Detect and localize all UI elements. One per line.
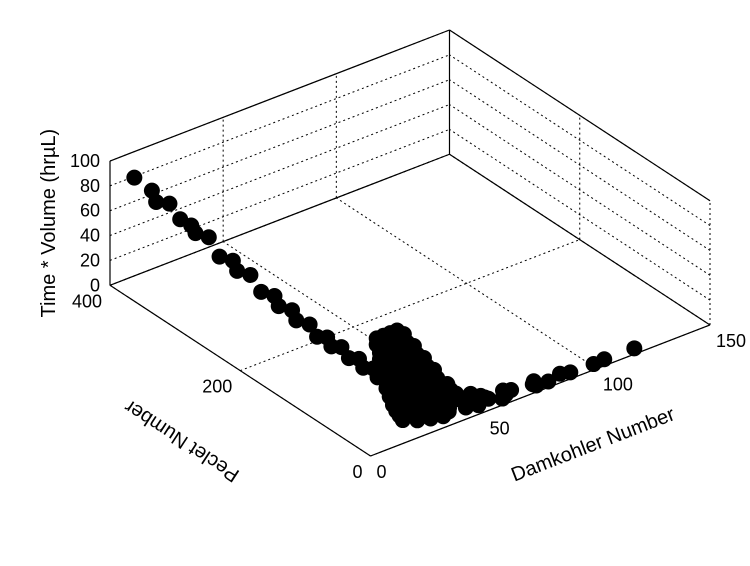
x-axis-label: Damkohler Number xyxy=(508,403,678,486)
data-point xyxy=(172,211,188,227)
z-tick: 20 xyxy=(80,250,100,270)
y-tick: 200 xyxy=(202,377,232,397)
data-point xyxy=(161,196,177,212)
x-tick: 100 xyxy=(603,375,633,395)
z-tick: 100 xyxy=(70,151,100,171)
x-tick: 50 xyxy=(490,418,510,438)
x-tick: 0 xyxy=(377,462,387,482)
scatter3d-chart: 0204060801000200400050100150Time * Volum… xyxy=(0,0,750,566)
data-point xyxy=(369,330,385,346)
z-tick: 80 xyxy=(80,176,100,196)
z-axis-label: Time * Volume (hrµL) xyxy=(38,129,60,318)
data-point xyxy=(526,373,542,389)
data-point xyxy=(212,249,228,265)
data-point xyxy=(586,356,602,372)
data-point xyxy=(126,170,142,186)
y-tick: 400 xyxy=(72,291,102,311)
z-tick: 60 xyxy=(80,201,100,221)
data-point xyxy=(495,383,511,399)
data-point xyxy=(253,284,269,300)
z-tick: 40 xyxy=(80,226,100,246)
y-axis-label: Peclet Number xyxy=(120,395,243,486)
x-tick: 150 xyxy=(716,331,746,351)
y-tick: 0 xyxy=(352,462,362,482)
data-point xyxy=(144,183,160,199)
data-point xyxy=(626,340,642,356)
